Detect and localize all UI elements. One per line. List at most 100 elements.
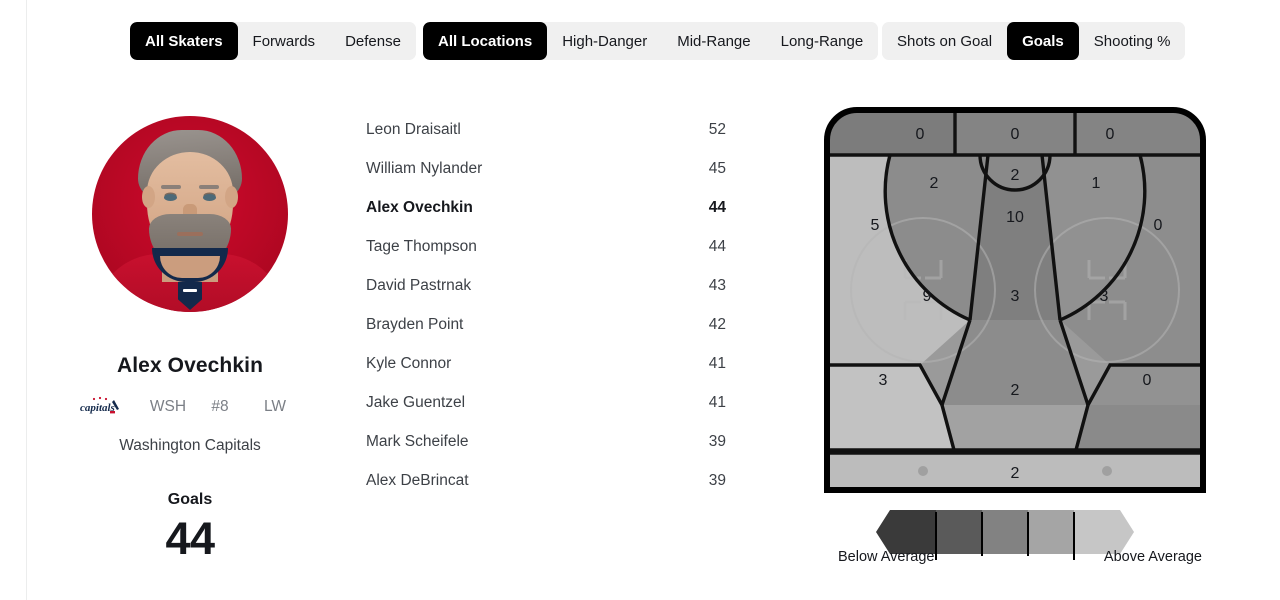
filter-long-range[interactable]: Long-Range xyxy=(765,22,879,60)
rink-zone-top-left[interactable] xyxy=(827,110,955,155)
legend-swatch-0 xyxy=(876,510,936,554)
filter-forwards[interactable]: Forwards xyxy=(237,22,331,60)
zone-value-blue-line-strip: 2 xyxy=(1011,465,1020,482)
leader-value: 43 xyxy=(708,276,726,294)
zone-value-center-low: 2 xyxy=(1011,382,1020,399)
leader-name: Kyle Connor xyxy=(366,354,452,372)
legend-high-label: Above Average xyxy=(1103,549,1202,565)
list-item[interactable]: William Nylander 45 xyxy=(366,149,726,188)
filter-all-skaters[interactable]: All Skaters xyxy=(130,22,238,60)
zone-value-right-inner: 3 xyxy=(1100,288,1109,305)
player-jersey-number: #8 xyxy=(211,398,229,415)
list-item[interactable]: Leon Draisaitl 52 xyxy=(366,110,726,149)
leader-value: 44 xyxy=(708,198,726,216)
leader-value: 41 xyxy=(708,393,726,411)
rink-zone-center-slot[interactable] xyxy=(942,320,1088,405)
stat-label: Goals xyxy=(167,491,213,508)
list-item[interactable]: David Pastrnak 43 xyxy=(366,266,726,305)
filter-shots-on-goal[interactable]: Shots on Goal xyxy=(882,22,1008,60)
list-item-selected[interactable]: Alex Ovechkin 44 xyxy=(366,188,726,227)
list-item[interactable]: Brayden Point 42 xyxy=(366,305,726,344)
leader-name: Mark Scheifele xyxy=(366,432,469,450)
capitals-wordmark-logo: capitals xyxy=(74,394,130,420)
zone-value-crease: 2 xyxy=(1011,167,1020,184)
rink-zone-left-inner[interactable] xyxy=(827,365,942,405)
player-headshot xyxy=(92,116,288,312)
zone-value-top-center: 0 xyxy=(1011,126,1020,143)
rink-zone-crease[interactable] xyxy=(980,155,1050,190)
left-divider xyxy=(26,0,27,600)
leader-value: 52 xyxy=(708,120,726,138)
rink-zone-left-low[interactable] xyxy=(827,405,954,450)
rink-zone-left-circle[interactable] xyxy=(827,155,970,365)
svg-text:capitals: capitals xyxy=(80,402,115,414)
player-card: Alex Ovechkin capitals WSH #8 LW Washing… xyxy=(46,110,334,565)
leader-name: William Nylander xyxy=(366,159,483,177)
rink-zone-right-inner[interactable] xyxy=(1088,365,1203,405)
leader-name: Leon Draisaitl xyxy=(366,120,461,138)
list-item[interactable]: Tage Thompson 44 xyxy=(366,227,726,266)
rink-zone-top-right[interactable] xyxy=(1075,110,1203,155)
heatmap-legend: Below Average Above Average xyxy=(830,498,1210,565)
metric-filter-group: Shots on Goal Goals Shooting % xyxy=(882,22,1186,60)
leader-value: 39 xyxy=(708,471,726,489)
skater-filter-group: All Skaters Forwards Defense xyxy=(130,22,416,60)
player-position: LW xyxy=(263,398,287,415)
legend-swatch-2 xyxy=(982,510,1028,554)
leader-name: Brayden Point xyxy=(366,315,464,333)
player-team-abbr: WSH xyxy=(149,398,187,415)
rink-zone-blue-line-strip[interactable] xyxy=(827,453,1203,490)
filter-bar: All Skaters Forwards Defense All Locatio… xyxy=(0,22,1280,62)
legend-swatch-1 xyxy=(936,510,982,554)
leader-value: 45 xyxy=(708,159,726,177)
list-item[interactable]: Mark Scheifele 39 xyxy=(366,422,726,461)
filter-defense[interactable]: Defense xyxy=(330,22,416,60)
rink-shot-chart: 0 0 0 2 2 1 5 10 0 9 3 3 3 2 0 2 xyxy=(820,105,1210,502)
filter-goals[interactable]: Goals xyxy=(1007,22,1079,60)
player-meta-row: capitals WSH #8 LW xyxy=(46,394,334,420)
legend-low-label: Below Average xyxy=(838,549,935,565)
zone-value-top-left: 0 xyxy=(916,126,925,143)
legend-swatch-3 xyxy=(1028,510,1074,554)
filter-all-locations[interactable]: All Locations xyxy=(423,22,548,60)
leader-name: Alex Ovechkin xyxy=(366,198,473,216)
zone-value-high-slot: 10 xyxy=(1006,209,1024,226)
filter-mid-range[interactable]: Mid-Range xyxy=(662,22,766,60)
zone-value-left-circle: 5 xyxy=(871,217,880,234)
rink-zone-right-low[interactable] xyxy=(1076,405,1203,450)
zone-value-point-left: 2 xyxy=(930,175,939,192)
rink-zone-top-center[interactable] xyxy=(955,110,1075,155)
leader-value: 41 xyxy=(708,354,726,372)
zone-value-point-right: 1 xyxy=(1092,175,1101,192)
player-team-name: Washington Capitals xyxy=(119,437,261,454)
rink-zone-high-slot[interactable] xyxy=(970,155,1060,320)
leader-name: Alex DeBrincat xyxy=(366,471,469,489)
list-item[interactable]: Kyle Connor 41 xyxy=(366,344,726,383)
zone-value-right-low: 0 xyxy=(1143,372,1152,389)
filter-high-danger[interactable]: High-Danger xyxy=(547,22,663,60)
location-filter-group: All Locations High-Danger Mid-Range Long… xyxy=(423,22,879,60)
leader-value: 39 xyxy=(708,432,726,450)
leaderboard: Leon Draisaitl 52 William Nylander 45 Al… xyxy=(366,110,726,500)
leader-name: Jake Guentzel xyxy=(366,393,466,411)
player-name: Alex Ovechkin xyxy=(116,354,264,377)
leader-value: 44 xyxy=(708,237,726,255)
list-item[interactable]: Jake Guentzel 41 xyxy=(366,383,726,422)
zone-value-left-inner: 9 xyxy=(923,288,932,305)
legend-swatch-4 xyxy=(1074,510,1134,554)
rink-zone-center-low[interactable] xyxy=(942,405,1088,450)
rink-zone-right-circle[interactable] xyxy=(1060,155,1203,365)
rink-zone-point-right[interactable] xyxy=(1042,155,1145,320)
stat-value: 44 xyxy=(165,513,215,564)
filter-shooting-pct[interactable]: Shooting % xyxy=(1078,22,1186,60)
zone-value-left-low: 3 xyxy=(879,372,888,389)
zone-value-right-circle: 0 xyxy=(1154,217,1163,234)
list-item[interactable]: Alex DeBrincat 39 xyxy=(366,461,726,500)
zone-value-top-right: 0 xyxy=(1106,126,1115,143)
leader-name: Tage Thompson xyxy=(366,237,477,255)
zone-value-center-slot: 3 xyxy=(1011,288,1020,305)
leader-name: David Pastrnak xyxy=(366,276,472,294)
leader-value: 42 xyxy=(708,315,726,333)
rink-zone-point-left[interactable] xyxy=(885,155,988,320)
